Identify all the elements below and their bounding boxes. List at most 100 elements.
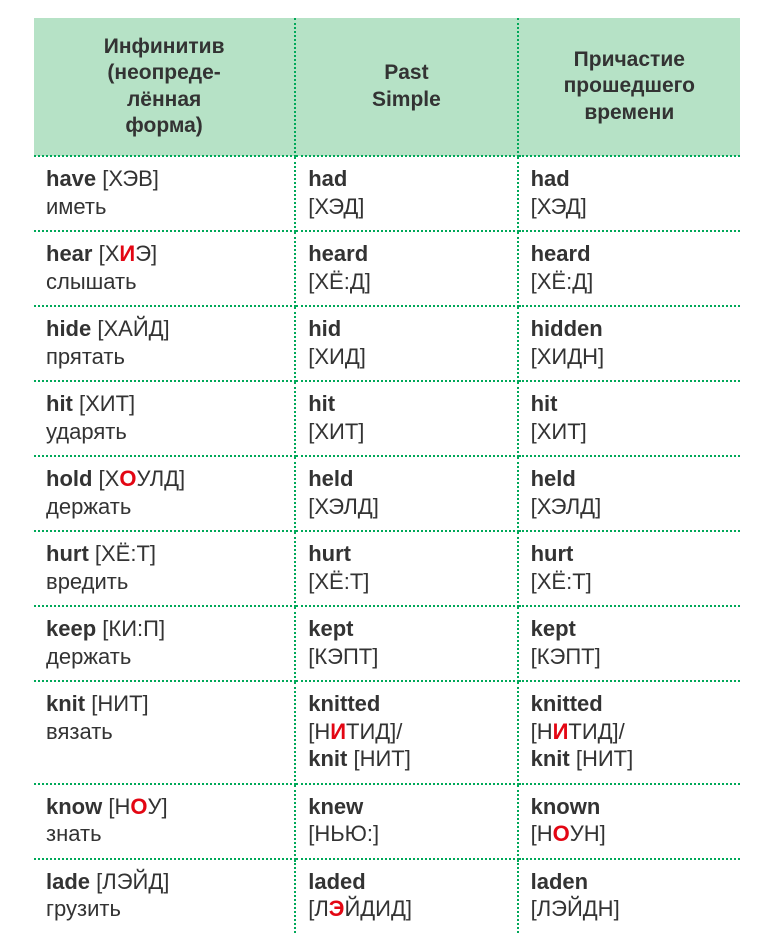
cell-past-simple: hid[ХИД] xyxy=(295,306,517,381)
verb-word: keep xyxy=(46,616,96,641)
verb-word: knitted xyxy=(308,691,380,716)
cell-past-simple: kept[КЭПТ] xyxy=(295,606,517,681)
verb-word: kept xyxy=(531,616,576,641)
cell-past-participle: held[ХЭЛД] xyxy=(518,456,740,531)
header-infinitive: Инфинитив (неопреде- лённая форма) xyxy=(34,18,295,156)
verb-translation: ударять xyxy=(46,418,284,446)
table-row: hit [ХИТ]ударятьhit[ХИТ]hit[ХИТ] xyxy=(34,381,740,456)
verb-transcription: [ХИТ] xyxy=(531,418,730,446)
verb-translation: вязать xyxy=(46,718,284,746)
verb-word: hurt xyxy=(531,541,574,566)
table-row: have [ХЭВ]иметьhad[ХЭД]had[ХЭД] xyxy=(34,156,740,231)
header-past-simple: Past Simple xyxy=(295,18,517,156)
verb-transcription: [ХЁ:Д] xyxy=(308,268,506,296)
irregular-verbs-table: Инфинитив (неопреде- лённая форма) Past … xyxy=(34,18,740,933)
verb-transcription: [ХЭЛД] xyxy=(531,493,730,521)
verb-word: hit xyxy=(531,391,558,416)
verb-translation: прятать xyxy=(46,343,284,371)
verb-transcription: [НИТИД]/ xyxy=(531,718,730,746)
verb-word-alt: knit xyxy=(531,746,570,771)
cell-past-simple: held[ХЭЛД] xyxy=(295,456,517,531)
cell-past-participle: hit[ХИТ] xyxy=(518,381,740,456)
verb-translation: знать xyxy=(46,820,284,848)
verb-transcription: [ХЁ:Т] xyxy=(531,568,730,596)
cell-infinitive: hit [ХИТ]ударять xyxy=(34,381,295,456)
verb-transcription: [НИТИД]/ xyxy=(308,718,506,746)
header-past-participle: Причастие прошедшего времени xyxy=(518,18,740,156)
table-row: hurt [ХЁ:Т]вредитьhurt[ХЁ:Т]hurt[ХЁ:Т] xyxy=(34,531,740,606)
cell-past-simple: knitted[НИТИД]/knit [НИТ] xyxy=(295,681,517,784)
verb-translation: грузить xyxy=(46,895,284,923)
cell-past-simple: heard[ХЁ:Д] xyxy=(295,231,517,306)
cell-past-simple: knew[НЬЮ:] xyxy=(295,784,517,859)
verb-word: knit xyxy=(46,691,85,716)
cell-past-participle: known[НОУН] xyxy=(518,784,740,859)
verb-transcription: [ЛЭЙДН] xyxy=(531,895,730,923)
verb-translation: вредить xyxy=(46,568,284,596)
cell-infinitive: have [ХЭВ]иметь xyxy=(34,156,295,231)
table-row: knit [НИТ]вязатьknitted[НИТИД]/knit [НИТ… xyxy=(34,681,740,784)
verb-transcription: [НОУН] xyxy=(531,820,730,848)
cell-past-simple: had[ХЭД] xyxy=(295,156,517,231)
verb-word-alt: knit xyxy=(308,746,347,771)
verb-word: hurt xyxy=(308,541,351,566)
cell-past-participle: heard[ХЁ:Д] xyxy=(518,231,740,306)
cell-infinitive: hear [ХИЭ]слышать xyxy=(34,231,295,306)
verb-word: kept xyxy=(308,616,353,641)
verb-word: hidden xyxy=(531,316,603,341)
cell-past-participle: had[ХЭД] xyxy=(518,156,740,231)
cell-infinitive: hurt [ХЁ:Т]вредить xyxy=(34,531,295,606)
cell-past-simple: hit[ХИТ] xyxy=(295,381,517,456)
cell-infinitive: hold [ХОУЛД]держать xyxy=(34,456,295,531)
cell-past-simple: laded[ЛЭЙДИД] xyxy=(295,859,517,933)
verb-transcription: [ХЁ:Д] xyxy=(531,268,730,296)
cell-infinitive: knit [НИТ]вязать xyxy=(34,681,295,784)
verb-transcription: [ХИТ] xyxy=(308,418,506,446)
verb-word: hold xyxy=(46,466,92,491)
table-header-row: Инфинитив (неопреде- лённая форма) Past … xyxy=(34,18,740,156)
table-row: keep [КИ:П]держатьkept[КЭПТ]kept[КЭПТ] xyxy=(34,606,740,681)
verb-word: held xyxy=(308,466,353,491)
verb-transcription: [НЬЮ:] xyxy=(308,820,506,848)
verb-transcription: [ХЁ:Т] xyxy=(308,568,506,596)
verb-word: know xyxy=(46,794,102,819)
verb-word: hide xyxy=(46,316,91,341)
cell-past-participle: kept[КЭПТ] xyxy=(518,606,740,681)
verb-word: held xyxy=(531,466,576,491)
table-body: have [ХЭВ]иметьhad[ХЭД]had[ХЭД]hear [ХИЭ… xyxy=(34,156,740,933)
table-row: know [НОУ]знатьknew[НЬЮ:]known[НОУН] xyxy=(34,784,740,859)
cell-past-participle: hurt[ХЁ:Т] xyxy=(518,531,740,606)
table-row: hold [ХОУЛД]держатьheld[ХЭЛД]held[ХЭЛД] xyxy=(34,456,740,531)
cell-infinitive: keep [КИ:П]держать xyxy=(34,606,295,681)
verb-transcription: [КЭПТ] xyxy=(308,643,506,671)
cell-infinitive: hide [ХАЙД]прятать xyxy=(34,306,295,381)
verb-word: hear xyxy=(46,241,92,266)
verb-translation: держать xyxy=(46,493,284,521)
table-row: hear [ХИЭ]слышатьheard[ХЁ:Д]heard[ХЁ:Д] xyxy=(34,231,740,306)
cell-past-participle: knitted[НИТИД]/knit [НИТ] xyxy=(518,681,740,784)
verb-translation: слышать xyxy=(46,268,284,296)
verb-word: laden xyxy=(531,869,588,894)
cell-past-participle: laden[ЛЭЙДН] xyxy=(518,859,740,933)
verb-word: known xyxy=(531,794,601,819)
verb-word: hit xyxy=(308,391,335,416)
cell-past-simple: hurt[ХЁ:Т] xyxy=(295,531,517,606)
verb-word: had xyxy=(308,166,347,191)
verb-word: lade xyxy=(46,869,90,894)
verb-word: hurt xyxy=(46,541,89,566)
verb-word: knew xyxy=(308,794,363,819)
verb-transcription: [ХЭД] xyxy=(531,193,730,221)
verb-word: hid xyxy=(308,316,341,341)
cell-past-participle: hidden[ХИДН] xyxy=(518,306,740,381)
verb-transcription: [ХИД] xyxy=(308,343,506,371)
verb-table-container: Инфинитив (неопреде- лённая форма) Past … xyxy=(0,0,768,951)
verb-transcription: [КЭПТ] xyxy=(531,643,730,671)
verb-word: knitted xyxy=(531,691,603,716)
verb-word: hit xyxy=(46,391,73,416)
cell-infinitive: lade [ЛЭЙД]грузить xyxy=(34,859,295,933)
verb-word: heard xyxy=(531,241,591,266)
verb-transcription: [ХЭЛД] xyxy=(308,493,506,521)
verb-transcription: [ЛЭЙДИД] xyxy=(308,895,506,923)
verb-translation: держать xyxy=(46,643,284,671)
verb-word: have xyxy=(46,166,96,191)
